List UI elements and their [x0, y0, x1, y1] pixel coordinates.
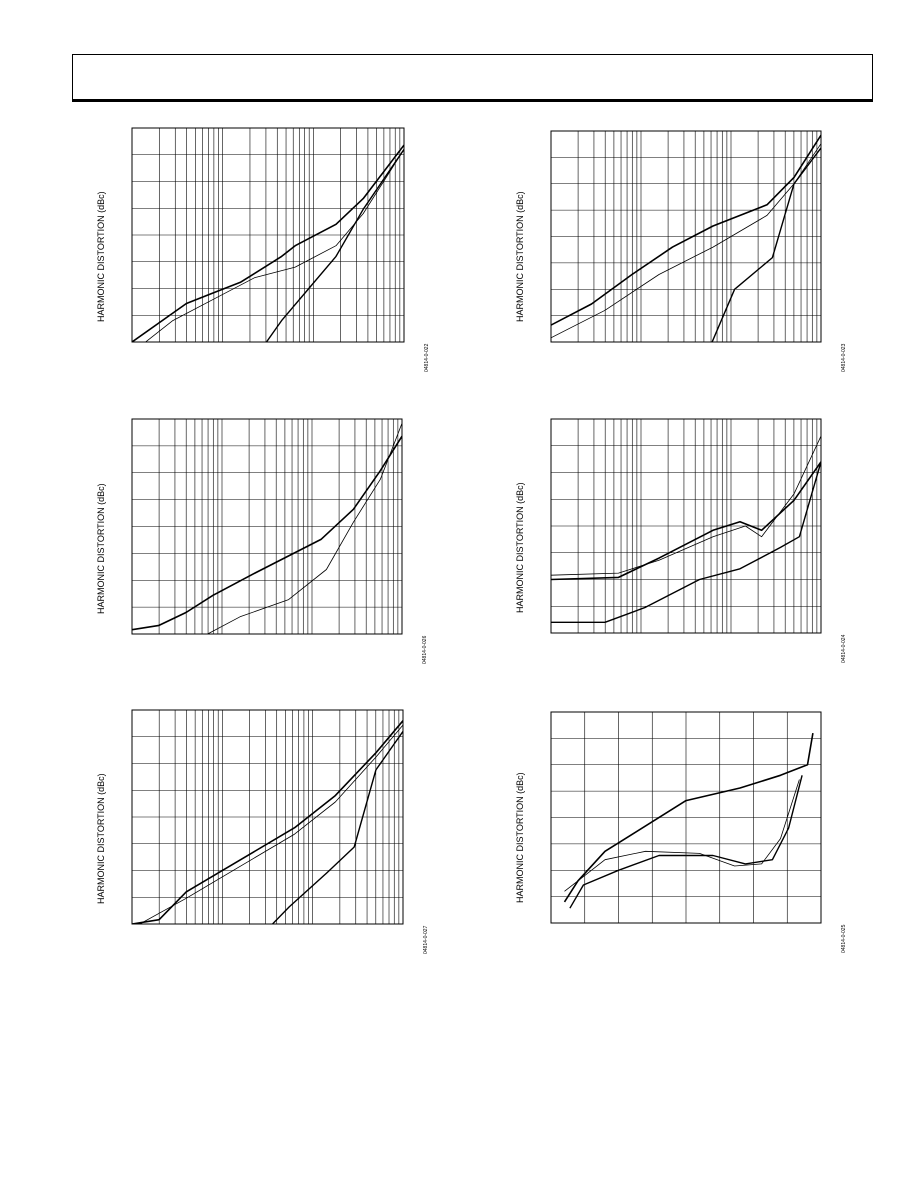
series-line-2 [138, 724, 403, 924]
series-line-3 [569, 775, 803, 909]
figure-id: 04814-0-023 [841, 343, 847, 372]
page-header-box [72, 54, 873, 102]
chart-6 [550, 711, 822, 924]
series-line-1 [132, 144, 404, 342]
series-line-1 [132, 720, 403, 924]
chart-2 [550, 130, 822, 343]
chart-1 [131, 127, 405, 343]
chart-plot-area [550, 418, 822, 634]
chart-plot-area [131, 709, 404, 925]
y-axis-label: HARMONIC DISTORTION (dBc) [515, 772, 525, 903]
series-line-1 [551, 134, 821, 326]
y-axis-label: HARMONIC DISTORTION (dBc) [96, 483, 106, 614]
figure-id: 04814-0-022 [424, 343, 430, 372]
series-line-2 [144, 149, 404, 342]
chart-4 [550, 418, 822, 634]
series-line-1 [132, 435, 402, 631]
series-line-1 [551, 461, 821, 581]
y-axis-label: HARMONIC DISTORTION (dBc) [515, 191, 525, 322]
chart-plot-area [131, 127, 405, 343]
figure-id: 04814-0-025 [841, 924, 847, 953]
series-line-3 [711, 147, 821, 342]
chart-plot-area [550, 130, 822, 343]
series-line-3 [271, 730, 403, 924]
series-line-1 [563, 732, 814, 903]
y-axis-label: HARMONIC DISTORTION (dBc) [96, 191, 106, 322]
y-axis-label: HARMONIC DISTORTION (dBc) [96, 773, 106, 904]
series-line-2 [207, 423, 402, 634]
chart-plot-area [550, 711, 822, 924]
figure-id: 04814-0-026 [422, 635, 428, 664]
series-line-2 [564, 779, 800, 892]
series-line-3 [265, 149, 404, 342]
chart-plot-area [131, 418, 403, 635]
y-axis-label: HARMONIC DISTORTION (dBc) [515, 482, 525, 613]
chart-5 [131, 709, 404, 925]
series-line-2 [551, 435, 821, 576]
series-line-3 [551, 461, 821, 624]
chart-3 [131, 418, 403, 635]
figure-id: 04814-0-027 [423, 925, 429, 954]
figure-id: 04814-0-024 [841, 634, 847, 663]
